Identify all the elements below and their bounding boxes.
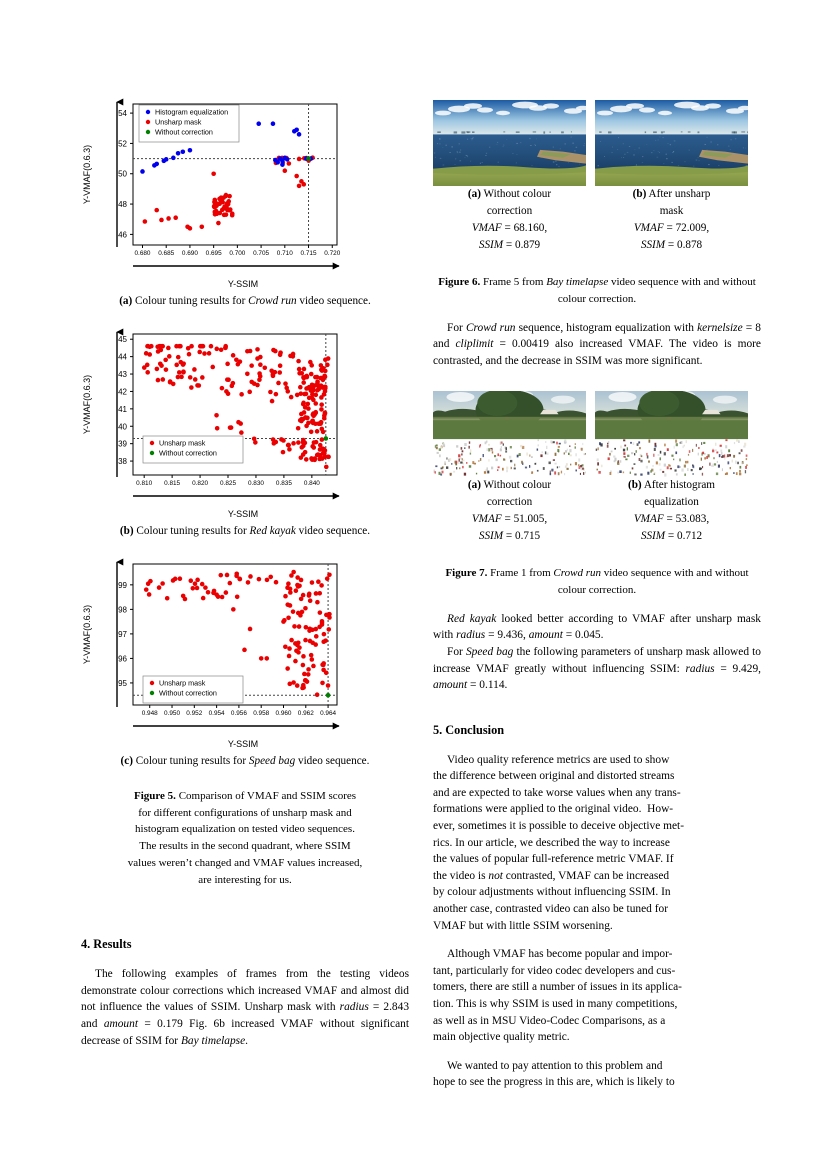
svg-text:0.685: 0.685 [158, 250, 174, 257]
svg-text:Histogram equalization: Histogram equalization [155, 108, 228, 117]
svg-text:0.820: 0.820 [192, 480, 208, 487]
svg-text:95: 95 [118, 679, 127, 688]
svg-text:Y-SSIM: Y-SSIM [228, 739, 258, 749]
svg-text:Unsharp mask: Unsharp mask [159, 679, 206, 688]
svg-text:44: 44 [118, 353, 127, 362]
svg-text:0.690: 0.690 [182, 250, 198, 257]
svg-text:0.715: 0.715 [301, 250, 317, 257]
svg-text:43: 43 [118, 370, 127, 379]
svg-text:0.948: 0.948 [142, 710, 158, 717]
svg-text:54: 54 [118, 109, 127, 118]
svg-text:Y-VMAF(0.6.3): Y-VMAF(0.6.3) [82, 605, 92, 664]
svg-text:41: 41 [118, 405, 127, 414]
svg-text:0.952: 0.952 [186, 710, 202, 717]
svg-text:Without correction: Without correction [159, 689, 217, 698]
svg-text:46: 46 [118, 230, 127, 239]
svg-text:Without correction: Without correction [159, 449, 217, 458]
svg-text:96: 96 [118, 654, 127, 663]
svg-text:39: 39 [118, 440, 127, 449]
svg-text:0.958: 0.958 [253, 710, 269, 717]
svg-text:Unsharp mask: Unsharp mask [159, 439, 206, 448]
svg-text:98: 98 [118, 605, 127, 614]
svg-text:Y-VMAF(0.6.3): Y-VMAF(0.6.3) [82, 375, 92, 434]
svg-text:Unsharp mask: Unsharp mask [155, 118, 202, 127]
svg-text:40: 40 [118, 422, 127, 431]
svg-text:0.825: 0.825 [220, 480, 236, 487]
svg-text:42: 42 [118, 387, 127, 396]
svg-text:Y-SSIM: Y-SSIM [228, 509, 258, 519]
svg-text:0.956: 0.956 [231, 710, 247, 717]
svg-text:0.810: 0.810 [136, 480, 152, 487]
svg-text:0.830: 0.830 [248, 480, 264, 487]
svg-text:0.954: 0.954 [209, 710, 225, 717]
svg-text:0.964: 0.964 [320, 710, 336, 717]
svg-text:0.960: 0.960 [275, 710, 291, 717]
svg-text:50: 50 [118, 170, 127, 179]
svg-text:52: 52 [118, 139, 127, 148]
svg-text:0.835: 0.835 [276, 480, 292, 487]
svg-text:Y-SSIM: Y-SSIM [228, 279, 258, 289]
svg-text:0.840: 0.840 [304, 480, 320, 487]
svg-text:38: 38 [118, 457, 127, 466]
svg-text:Without correction: Without correction [155, 128, 213, 137]
svg-text:0.695: 0.695 [206, 250, 222, 257]
svg-text:99: 99 [118, 581, 127, 590]
svg-text:0.700: 0.700 [229, 250, 245, 257]
svg-text:0.962: 0.962 [298, 710, 314, 717]
svg-text:0.720: 0.720 [324, 250, 340, 257]
svg-text:45: 45 [118, 335, 127, 344]
svg-text:0.950: 0.950 [164, 710, 180, 717]
svg-text:Y-VMAF(0.6.3): Y-VMAF(0.6.3) [82, 145, 92, 204]
svg-text:97: 97 [118, 630, 127, 639]
svg-text:0.710: 0.710 [277, 250, 293, 257]
svg-text:48: 48 [118, 200, 127, 209]
svg-text:0.680: 0.680 [134, 250, 150, 257]
svg-text:0.815: 0.815 [164, 480, 180, 487]
svg-text:0.705: 0.705 [253, 250, 269, 257]
